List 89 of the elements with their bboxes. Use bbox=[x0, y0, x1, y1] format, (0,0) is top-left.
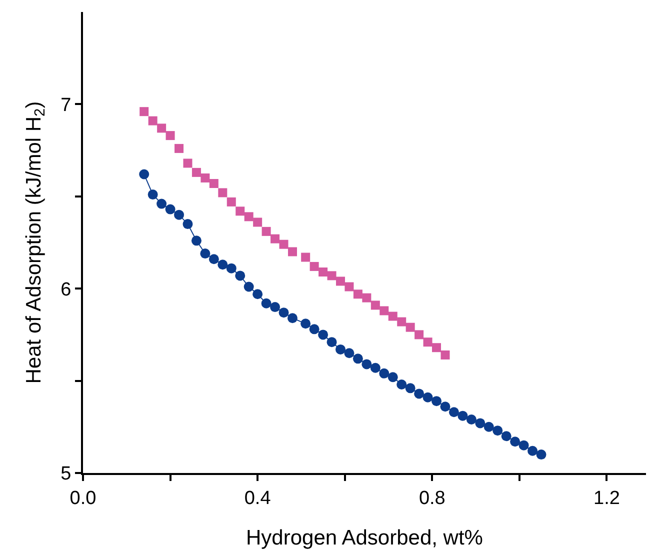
point bbox=[191, 236, 202, 246]
point bbox=[244, 282, 254, 292]
point bbox=[208, 254, 219, 264]
point bbox=[244, 212, 254, 222]
point bbox=[288, 247, 297, 256]
point bbox=[440, 402, 450, 412]
point bbox=[422, 392, 433, 402]
point bbox=[492, 426, 503, 436]
point bbox=[218, 188, 228, 198]
point bbox=[432, 343, 442, 352]
x-tick-label: 0.8 bbox=[418, 488, 446, 509]
point bbox=[209, 178, 218, 188]
point bbox=[388, 372, 398, 382]
point bbox=[309, 324, 320, 334]
point bbox=[501, 431, 512, 442]
point bbox=[466, 414, 476, 425]
point bbox=[301, 252, 310, 262]
point bbox=[414, 330, 424, 340]
x-tick-label: 0.4 bbox=[244, 488, 272, 509]
point bbox=[165, 204, 176, 214]
point bbox=[252, 289, 263, 300]
x-axis-title: Hydrogen Adsorbed, wt% bbox=[246, 526, 483, 550]
y-tick-label: 6 bbox=[60, 279, 72, 300]
point bbox=[148, 116, 158, 126]
point bbox=[379, 368, 390, 378]
point bbox=[518, 440, 529, 450]
point bbox=[226, 263, 236, 274]
point bbox=[370, 300, 380, 310]
point bbox=[344, 282, 354, 292]
point bbox=[352, 354, 363, 364]
point bbox=[182, 219, 193, 230]
point bbox=[183, 158, 192, 168]
point bbox=[380, 306, 389, 316]
point bbox=[310, 262, 319, 271]
point bbox=[458, 410, 468, 421]
point bbox=[405, 383, 416, 394]
point bbox=[166, 131, 175, 140]
point bbox=[448, 407, 459, 418]
point bbox=[336, 344, 346, 354]
point bbox=[528, 446, 538, 456]
point bbox=[397, 317, 406, 326]
point bbox=[200, 173, 210, 182]
x-tick-label: 0.0 bbox=[70, 488, 96, 509]
point bbox=[174, 144, 184, 153]
point bbox=[192, 168, 201, 177]
point bbox=[510, 436, 520, 447]
point bbox=[406, 322, 415, 332]
point bbox=[300, 318, 311, 329]
point bbox=[327, 271, 336, 280]
point bbox=[423, 338, 432, 347]
point bbox=[218, 260, 228, 270]
point bbox=[344, 348, 354, 358]
point bbox=[370, 362, 380, 373]
point bbox=[148, 190, 158, 200]
point bbox=[318, 268, 328, 276]
point bbox=[318, 330, 328, 340]
point bbox=[326, 337, 337, 348]
point bbox=[388, 312, 398, 321]
point bbox=[270, 302, 280, 312]
point bbox=[279, 240, 288, 249]
point bbox=[235, 270, 246, 281]
point bbox=[200, 248, 210, 259]
point bbox=[261, 298, 272, 308]
point bbox=[156, 198, 167, 209]
point bbox=[287, 313, 298, 324]
point bbox=[226, 197, 236, 206]
point bbox=[484, 422, 494, 432]
point bbox=[475, 418, 486, 428]
point bbox=[362, 359, 372, 370]
point bbox=[414, 388, 424, 399]
point bbox=[353, 290, 362, 299]
point bbox=[253, 218, 262, 227]
y-tick-label: 5 bbox=[60, 464, 72, 485]
point bbox=[440, 350, 450, 360]
point bbox=[278, 308, 289, 318]
point bbox=[432, 396, 442, 406]
point bbox=[336, 276, 345, 286]
point bbox=[270, 234, 280, 244]
point bbox=[174, 210, 184, 220]
point bbox=[236, 206, 245, 216]
y-tick-label: 7 bbox=[60, 94, 72, 116]
point bbox=[362, 293, 372, 302]
point bbox=[139, 169, 150, 180]
point bbox=[262, 226, 271, 236]
x-tick-label: 1.2 bbox=[594, 488, 620, 509]
point bbox=[157, 124, 166, 133]
point bbox=[396, 379, 407, 390]
point bbox=[536, 450, 546, 460]
point bbox=[140, 107, 149, 116]
